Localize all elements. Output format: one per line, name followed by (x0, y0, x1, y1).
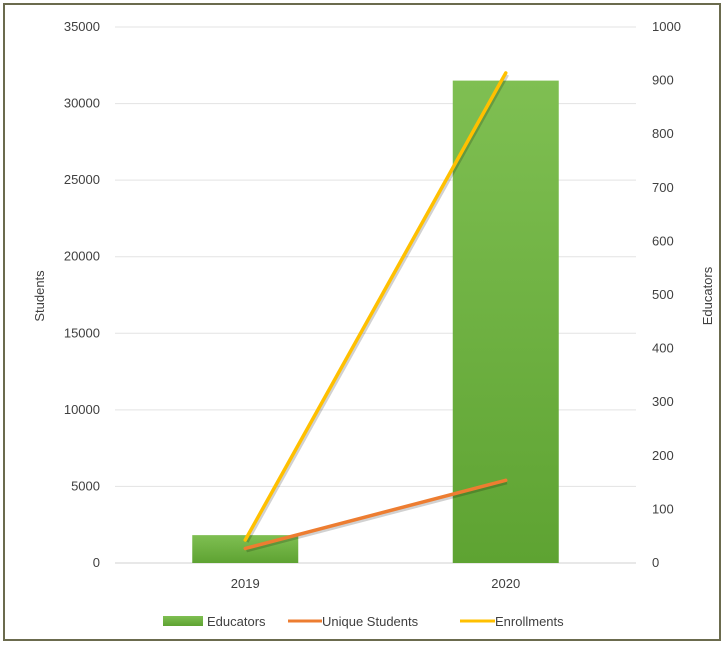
legend-item-unique-students: Unique Students (288, 614, 419, 629)
y2-tick-label: 300 (652, 394, 674, 409)
bars-educators (192, 80, 559, 563)
line-unique-students (243, 478, 508, 551)
y2-tick-label: 100 (652, 501, 674, 516)
y2-tick-label: 900 (652, 73, 674, 88)
y2-tick-label: 1000 (652, 19, 681, 34)
bar-educators (452, 80, 559, 563)
y-tick-label: 25000 (64, 172, 100, 187)
y-axis-title: Students (32, 270, 47, 322)
x-axis-ticks: 2019 2020 (231, 576, 520, 591)
line-enrollments (243, 71, 508, 542)
y2-tick-label: 0 (652, 555, 659, 570)
y2-tick-label: 800 (652, 126, 674, 141)
x-tick-label: 2020 (491, 576, 520, 591)
legend-swatch-educators (163, 616, 203, 626)
y-tick-label: 5000 (71, 478, 100, 493)
chart-frame (3, 3, 721, 641)
y-tick-label: 20000 (64, 249, 100, 264)
legend-item-educators: Educators (163, 614, 266, 629)
y2-tick-label: 600 (652, 233, 674, 248)
legend: Educators Unique Students Enrollments (163, 614, 564, 629)
y-tick-label: 15000 (64, 325, 100, 340)
y2-tick-label: 200 (652, 448, 674, 463)
left-axis-ticks: 0 5000 10000 15000 20000 25000 30000 35000 (64, 19, 100, 570)
y2-tick-label: 700 (652, 180, 674, 195)
legend-label-enrollments: Enrollments (495, 614, 564, 629)
y-tick-label: 35000 (64, 19, 100, 34)
y-tick-label: 0 (93, 555, 100, 570)
legend-label-educators: Educators (207, 614, 266, 629)
x-tick-label: 2019 (231, 576, 260, 591)
y-tick-label: 30000 (64, 96, 100, 111)
right-axis-ticks: 0 100 200 300 400 500 600 700 800 900 1000 (652, 19, 681, 570)
y2-tick-label: 400 (652, 341, 674, 356)
y2-tick-label: 500 (652, 287, 674, 302)
legend-item-enrollments: Enrollments (460, 614, 564, 629)
legend-label-unique-students: Unique Students (322, 614, 419, 629)
y-tick-label: 10000 (64, 402, 100, 417)
y2-axis-title: Educators (700, 266, 715, 325)
series-lines (243, 71, 509, 553)
